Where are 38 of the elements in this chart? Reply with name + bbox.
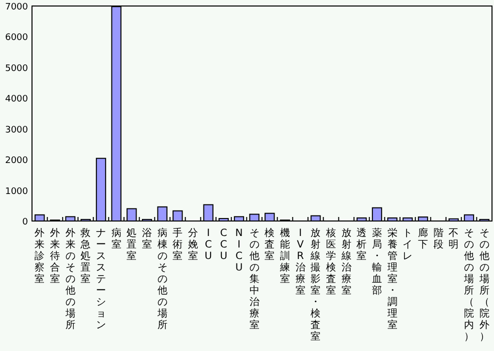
y-tick-label: 6000 (5, 33, 28, 44)
category-label: 放射線撮影室・検査室 (310, 228, 321, 342)
x-tick-label: IVR治療室 (295, 228, 306, 296)
y-tick-label: 0 (22, 218, 28, 228)
x-tick-label: 処置室 (126, 228, 137, 262)
category-label: ナースステーション (96, 228, 106, 331)
category-label: 外来のその他の場所 (65, 228, 76, 331)
x-tick-label: 外来待合室 (50, 228, 60, 285)
y-tick-label: 7000 (5, 2, 28, 12)
x-tick-label: CCU (220, 228, 228, 262)
x-tick-label: 浴室 (142, 227, 152, 250)
x-tick-label: 階段 (433, 227, 444, 250)
x-tick-label: NICU (235, 228, 243, 274)
category-label: 病棟のその他の場所 (157, 228, 168, 331)
y-tick-label: 2000 (5, 156, 28, 166)
x-tick-label: 分娩室 (188, 227, 198, 262)
category-label: その他の集中治療室 (249, 228, 260, 331)
category-label: その他の場所（院外） (479, 228, 490, 342)
x-tick-label: 核医学検査室 (325, 227, 336, 296)
x-tick-label: 廊下 (418, 227, 428, 250)
x-tick-label: 病室 (111, 227, 122, 250)
x-tick-label: 検査室 (264, 227, 275, 262)
x-tick-label: 機能訓練室 (279, 227, 290, 285)
x-tick-label: トイレ (402, 228, 413, 262)
y-tick-label: 3000 (5, 125, 28, 136)
x-tick-label: ICU (204, 228, 212, 262)
x-tick-label: 手術室 (172, 227, 183, 262)
y-tick-label: 5000 (5, 64, 28, 74)
y-tick-label: 1000 (5, 186, 28, 197)
x-tick-label: 救急処置室 (80, 227, 91, 285)
y-tick-label: 4000 (5, 94, 28, 105)
category-label: その他の場所（院内） (464, 228, 474, 342)
x-tick-label: 透析室 (356, 227, 367, 262)
x-tick-label: 外来診察室 (34, 228, 45, 285)
x-tick-label: 放射線治療室 (340, 228, 352, 296)
category-label: 栄養管理室・調理室 (387, 228, 398, 331)
x-tick-label: 薬局・輸血部 (372, 227, 382, 296)
x-tick-label: 不明 (448, 228, 459, 250)
